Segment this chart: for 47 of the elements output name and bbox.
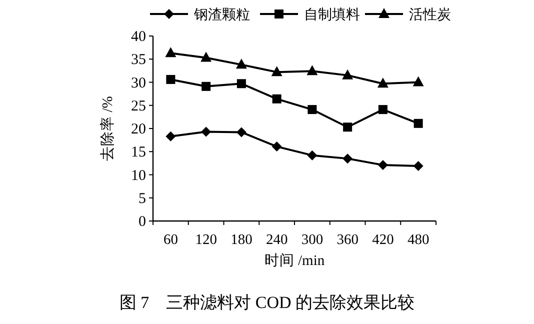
y-tick-label: 30 (131, 75, 146, 92)
point (343, 122, 352, 132)
x-tick-label: 120 (195, 232, 217, 248)
x-tick-label: 360 (336, 232, 358, 248)
point (166, 74, 176, 84)
legend-label: 活性炭 (409, 7, 451, 23)
point (202, 82, 211, 91)
point (165, 47, 176, 58)
y-tick-label: 40 (131, 29, 146, 45)
point (201, 126, 212, 137)
point (342, 154, 353, 164)
point (236, 58, 247, 69)
point (236, 79, 246, 88)
point (236, 127, 246, 138)
x-tick-label: 240 (266, 232, 288, 248)
x-tick-label: 180 (230, 232, 252, 248)
point (377, 78, 388, 88)
x-tick-label: 420 (372, 232, 394, 248)
point (307, 150, 318, 160)
x-tick-label: 480 (407, 232, 430, 248)
point (414, 118, 423, 128)
x-axis-title: 时间 /min (264, 252, 326, 269)
point (413, 160, 424, 171)
legend-label: 自制填料 (304, 7, 360, 23)
y-axis-title: 去除率 /% (99, 96, 116, 161)
y-tick-label: 0 (138, 214, 146, 230)
point (272, 142, 282, 152)
y-tick-label: 10 (131, 168, 146, 184)
y-tick-label: 20 (131, 122, 146, 138)
y-tick-label: 5 (138, 190, 146, 207)
x-tick-label: 60 (163, 232, 178, 248)
y-tick-label: 15 (131, 144, 146, 161)
point (378, 105, 388, 114)
y-tick-label: 25 (131, 98, 146, 114)
point (271, 66, 282, 76)
point (342, 69, 354, 80)
caption: 图 7 三种滤料对 COD 的去除效果比较 (119, 293, 415, 312)
legend-label: 钢渣颗粒 (193, 7, 250, 23)
point (306, 65, 318, 76)
point (412, 76, 424, 86)
point (166, 131, 176, 142)
point (378, 160, 388, 170)
y-tick-label: 35 (131, 52, 146, 68)
x-tick-label: 300 (301, 232, 324, 248)
point (272, 94, 282, 104)
point (200, 52, 212, 62)
point (308, 105, 317, 114)
